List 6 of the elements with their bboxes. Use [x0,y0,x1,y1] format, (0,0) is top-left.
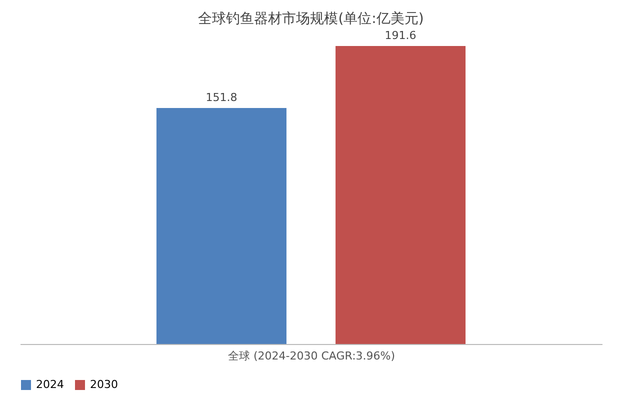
x-axis-title: 全球 (2024-2030 CAGR:3.96%) [228,350,396,362]
data-label: 151.8 [206,90,238,104]
legend-label: 2024 [36,378,64,391]
data-label: 191.6 [384,29,416,42]
legend-label: 2030 [90,378,118,391]
chart-title: 全球钓鱼器材市场规模(单位:亿美元) [198,11,424,28]
